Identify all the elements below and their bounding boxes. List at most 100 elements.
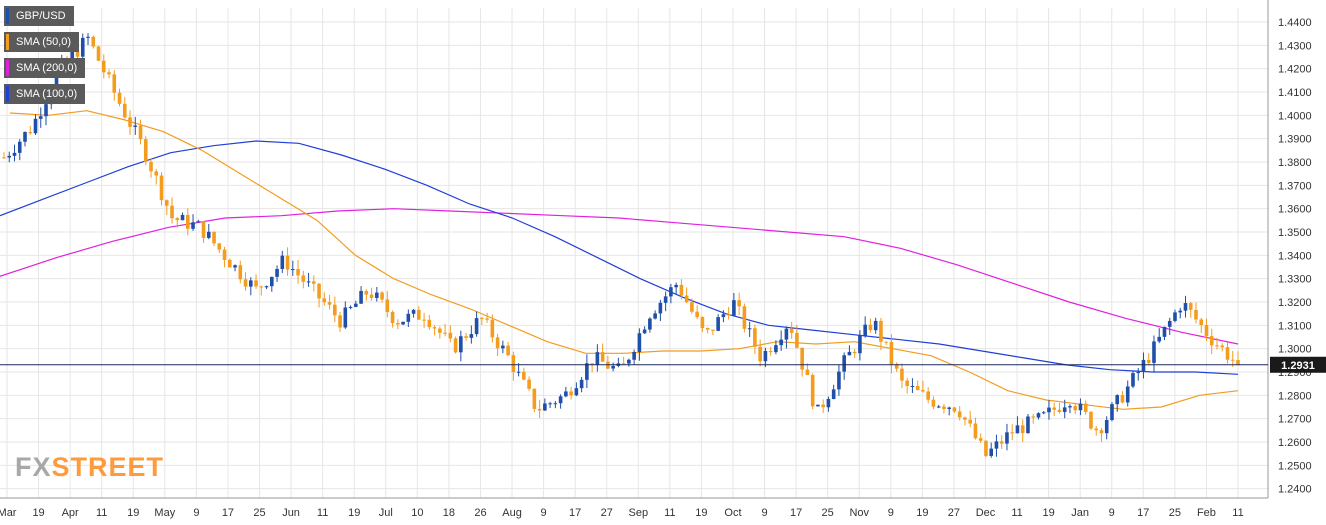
candle-body xyxy=(921,390,925,392)
candle-body xyxy=(122,103,127,118)
candle-body xyxy=(669,287,673,297)
candle-body xyxy=(905,380,909,386)
candle-body xyxy=(91,36,96,47)
candle-body xyxy=(1104,420,1109,434)
candle-body xyxy=(1005,432,1009,444)
candle-body xyxy=(249,280,253,287)
x-tick-label: Aug xyxy=(502,507,522,519)
candle-body xyxy=(317,283,321,299)
current-price-tag xyxy=(1270,356,1326,373)
x-tick-label: Dec xyxy=(976,507,996,519)
legend-sma200-swatch xyxy=(6,60,9,76)
legend-sma200[interactable]: SMA (200,0) xyxy=(4,58,86,78)
candle-body xyxy=(1173,312,1177,321)
candle-body xyxy=(1225,347,1230,360)
candle-body xyxy=(894,364,899,369)
candle-body xyxy=(1131,373,1135,387)
y-tick-label: 1.4200 xyxy=(1278,64,1312,76)
y-tick-label: 1.4100 xyxy=(1278,87,1312,99)
candle-body xyxy=(138,125,143,140)
candle-body xyxy=(1073,406,1078,411)
candle-body xyxy=(758,346,762,362)
x-tick-label: 27 xyxy=(601,507,613,519)
candle-body xyxy=(1026,416,1030,434)
candle-body xyxy=(1083,403,1088,412)
candle-body xyxy=(327,302,332,305)
candle-body xyxy=(837,371,841,390)
candle-body xyxy=(684,295,689,303)
y-tick-label: 1.3800 xyxy=(1278,157,1312,169)
legend-sma50-swatch xyxy=(6,34,9,50)
candle-body xyxy=(369,294,374,298)
candle-body xyxy=(989,448,993,456)
candle-body xyxy=(1194,309,1198,320)
candle-body xyxy=(1230,359,1235,361)
legend: GBP/USD SMA (50,0) SMA (200,0) SMA (100,… xyxy=(4,6,86,110)
y-tick-label: 1.4000 xyxy=(1278,110,1312,122)
legend-gbpusd[interactable]: GBP/USD xyxy=(4,6,74,26)
y-tick-label: 1.3400 xyxy=(1278,250,1312,262)
candle-body xyxy=(632,351,636,360)
x-tick-label: 19 xyxy=(1042,507,1054,519)
candle-body xyxy=(679,284,684,296)
candle-body xyxy=(44,104,48,117)
x-tick-label: Nov xyxy=(849,507,869,519)
candle-body xyxy=(711,329,715,331)
legend-sma50[interactable]: SMA (50,0) xyxy=(4,32,80,52)
candle-body xyxy=(238,265,243,280)
moving-averages xyxy=(0,110,1239,410)
candle-body xyxy=(312,281,316,284)
candle-body xyxy=(800,347,804,370)
candle-body xyxy=(1209,336,1214,346)
candle-body xyxy=(1157,336,1162,342)
candle-body xyxy=(774,345,778,353)
candle-body xyxy=(306,281,311,283)
candle-body xyxy=(543,403,547,411)
candle-body xyxy=(1220,345,1225,348)
y-tick-label: 1.3000 xyxy=(1278,344,1312,356)
candle-body xyxy=(737,300,741,307)
x-tick-label: Sep xyxy=(628,507,648,519)
y-tick-label: 1.3500 xyxy=(1278,227,1312,239)
candle-body xyxy=(385,299,390,312)
candle-body xyxy=(942,406,946,410)
candle-body xyxy=(1162,326,1167,337)
x-tick-label: 19 xyxy=(32,507,44,519)
candle-body xyxy=(180,214,185,221)
candle-body xyxy=(915,385,920,391)
candle-body xyxy=(590,363,594,365)
candle-body xyxy=(359,290,363,304)
legend-sma100[interactable]: SMA (100,0) xyxy=(4,84,86,104)
x-tick-label: 25 xyxy=(822,507,834,519)
candle-body xyxy=(1204,325,1209,337)
candle-body xyxy=(579,379,584,389)
candle-body xyxy=(1089,411,1093,429)
candle-body xyxy=(957,411,962,418)
x-tick-label: 11 xyxy=(317,507,328,519)
candle-body xyxy=(448,332,453,339)
candle-body xyxy=(658,302,663,314)
legend-sma100-swatch xyxy=(6,86,9,102)
y-tick-label: 1.4400 xyxy=(1278,17,1312,29)
y-tick-label: 1.2800 xyxy=(1278,390,1312,402)
candle-body xyxy=(1031,416,1036,418)
candle-body xyxy=(390,311,395,324)
candle-body xyxy=(417,309,421,320)
candle-body xyxy=(23,132,27,142)
x-tick-label: Jul xyxy=(379,507,393,519)
candle-body xyxy=(1146,359,1151,363)
y-tick-label: 1.3900 xyxy=(1278,134,1312,146)
candle-body xyxy=(511,355,516,373)
candle-body xyxy=(86,36,90,38)
candle-body xyxy=(422,319,426,321)
candle-body xyxy=(805,369,810,376)
candle-body xyxy=(1057,409,1062,412)
candle-body xyxy=(537,408,542,411)
candle-body xyxy=(564,391,568,397)
candle-body xyxy=(1068,406,1072,408)
candle-body xyxy=(558,396,563,404)
candle-body xyxy=(411,309,416,314)
x-tick-label: 19 xyxy=(348,507,360,519)
candle-body xyxy=(38,116,43,119)
candle-body xyxy=(1115,395,1120,405)
